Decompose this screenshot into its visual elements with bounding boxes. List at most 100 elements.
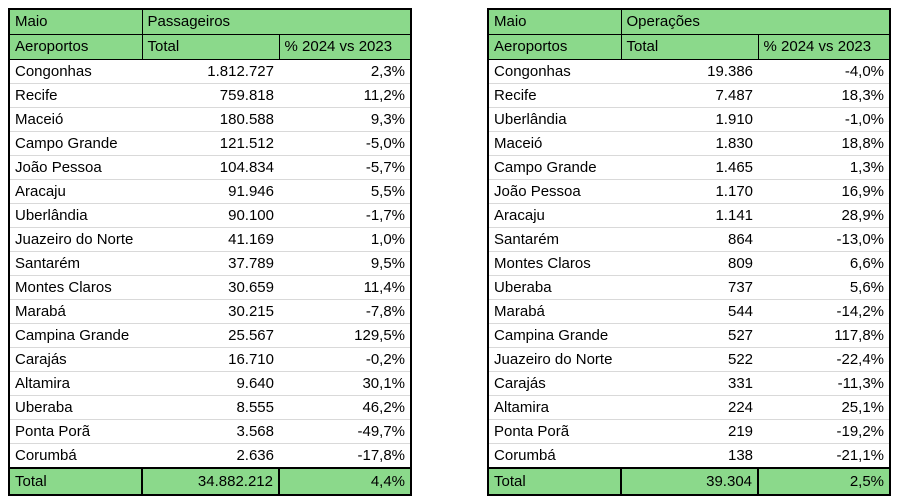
total-cell[interactable]: 9.640	[142, 371, 279, 396]
total-cell[interactable]: 219	[621, 419, 759, 444]
pct-cell[interactable]: -21,1%	[758, 443, 891, 468]
total-cell[interactable]: 180.588	[142, 107, 279, 132]
airport-cell[interactable]: Maceió	[9, 107, 142, 132]
pct-cell[interactable]: 18,3%	[758, 83, 891, 108]
airport-cell[interactable]: Santarém	[9, 251, 142, 276]
pct-cell[interactable]: 46,2%	[279, 395, 412, 420]
total-value-cell[interactable]: 39.304	[620, 467, 760, 496]
total-cell[interactable]: 37.789	[142, 251, 279, 276]
airport-cell[interactable]: Juazeiro do Norte	[488, 347, 622, 372]
total-cell[interactable]: 16.710	[142, 347, 279, 372]
airport-cell[interactable]: Uberaba	[9, 395, 142, 420]
column-header-total[interactable]: Total	[141, 34, 280, 60]
total-cell[interactable]: 138	[621, 443, 759, 468]
column-header-aeroportos[interactable]: Aeroportos	[487, 34, 622, 60]
total-cell[interactable]: 7.487	[621, 83, 759, 108]
airport-cell[interactable]: Altamira	[9, 371, 142, 396]
airport-cell[interactable]: Uberaba	[488, 275, 622, 300]
pct-cell[interactable]: -5,0%	[279, 131, 412, 156]
pct-cell[interactable]: 129,5%	[279, 323, 412, 348]
pct-cell[interactable]: -1,0%	[758, 107, 891, 132]
pct-cell[interactable]: 11,4%	[279, 275, 412, 300]
pct-cell[interactable]: 25,1%	[758, 395, 891, 420]
airport-cell[interactable]: Congonhas	[488, 59, 622, 84]
total-cell[interactable]: 41.169	[142, 227, 279, 252]
pct-cell[interactable]: -13,0%	[758, 227, 891, 252]
pct-cell[interactable]: -7,8%	[279, 299, 412, 324]
total-cell[interactable]: 30.659	[142, 275, 279, 300]
airport-cell[interactable]: Ponta Porã	[488, 419, 622, 444]
airport-cell[interactable]: Altamira	[488, 395, 622, 420]
total-cell[interactable]: 1.830	[621, 131, 759, 156]
airport-cell[interactable]: Carajás	[488, 371, 622, 396]
total-cell[interactable]: 809	[621, 251, 759, 276]
pct-cell[interactable]: -5,7%	[279, 155, 412, 180]
airport-cell[interactable]: Corumbá	[9, 443, 142, 468]
total-cell[interactable]: 1.812.727	[142, 59, 279, 84]
total-cell[interactable]: 737	[621, 275, 759, 300]
airport-cell[interactable]: Carajás	[9, 347, 142, 372]
month-cell[interactable]: Maio	[8, 8, 143, 35]
total-cell[interactable]: 91.946	[142, 179, 279, 204]
metric-cell[interactable]: Operações	[620, 8, 891, 35]
airport-cell[interactable]: Aracaju	[488, 203, 622, 228]
airport-cell[interactable]: Aracaju	[9, 179, 142, 204]
total-cell[interactable]: 1.141	[621, 203, 759, 228]
pct-cell[interactable]: 11,2%	[279, 83, 412, 108]
total-cell[interactable]: 224	[621, 395, 759, 420]
airport-cell[interactable]: Marabá	[488, 299, 622, 324]
column-header-pct[interactable]: % 2024 vs 2023	[278, 34, 412, 60]
airport-cell[interactable]: João Pessoa	[9, 155, 142, 180]
pct-cell[interactable]: 2,3%	[279, 59, 412, 84]
airport-cell[interactable]: Uberlândia	[9, 203, 142, 228]
airport-cell[interactable]: Corumbá	[488, 443, 622, 468]
airport-cell[interactable]: Campo Grande	[488, 155, 622, 180]
pct-cell[interactable]: 28,9%	[758, 203, 891, 228]
airport-cell[interactable]: Recife	[9, 83, 142, 108]
total-pct-cell[interactable]: 2,5%	[757, 467, 892, 496]
airport-cell[interactable]: Campina Grande	[488, 323, 622, 348]
total-cell[interactable]: 8.555	[142, 395, 279, 420]
total-cell[interactable]: 1.170	[621, 179, 759, 204]
pct-cell[interactable]: -22,4%	[758, 347, 891, 372]
airport-cell[interactable]: Santarém	[488, 227, 622, 252]
pct-cell[interactable]: 6,6%	[758, 251, 891, 276]
airport-cell[interactable]: Campina Grande	[9, 323, 142, 348]
pct-cell[interactable]: 16,9%	[758, 179, 891, 204]
total-cell[interactable]: 25.567	[142, 323, 279, 348]
total-cell[interactable]: 90.100	[142, 203, 279, 228]
total-cell[interactable]: 522	[621, 347, 759, 372]
pct-cell[interactable]: -17,8%	[279, 443, 412, 468]
airport-cell[interactable]: Ponta Porã	[9, 419, 142, 444]
total-cell[interactable]: 2.636	[142, 443, 279, 468]
total-label-cell[interactable]: Total	[8, 467, 143, 496]
total-cell[interactable]: 121.512	[142, 131, 279, 156]
month-cell[interactable]: Maio	[487, 8, 622, 35]
metric-cell[interactable]: Passageiros	[141, 8, 412, 35]
pct-cell[interactable]: -49,7%	[279, 419, 412, 444]
airport-cell[interactable]: Uberlândia	[488, 107, 622, 132]
total-cell[interactable]: 3.568	[142, 419, 279, 444]
airport-cell[interactable]: Marabá	[9, 299, 142, 324]
airport-cell[interactable]: Congonhas	[9, 59, 142, 84]
airport-cell[interactable]: Campo Grande	[9, 131, 142, 156]
pct-cell[interactable]: -11,3%	[758, 371, 891, 396]
column-header-total[interactable]: Total	[620, 34, 759, 60]
total-cell[interactable]: 19.386	[621, 59, 759, 84]
pct-cell[interactable]: -4,0%	[758, 59, 891, 84]
total-cell[interactable]: 30.215	[142, 299, 279, 324]
airport-cell[interactable]: Maceió	[488, 131, 622, 156]
column-header-pct[interactable]: % 2024 vs 2023	[757, 34, 891, 60]
total-cell[interactable]: 527	[621, 323, 759, 348]
pct-cell[interactable]: -14,2%	[758, 299, 891, 324]
airport-cell[interactable]: Montes Claros	[9, 275, 142, 300]
pct-cell[interactable]: -19,2%	[758, 419, 891, 444]
pct-cell[interactable]: 18,8%	[758, 131, 891, 156]
total-cell[interactable]: 1.910	[621, 107, 759, 132]
pct-cell[interactable]: 1,3%	[758, 155, 891, 180]
total-cell[interactable]: 864	[621, 227, 759, 252]
airport-cell[interactable]: Juazeiro do Norte	[9, 227, 142, 252]
total-pct-cell[interactable]: 4,4%	[277, 467, 413, 496]
total-cell[interactable]: 544	[621, 299, 759, 324]
pct-cell[interactable]: 5,6%	[758, 275, 891, 300]
